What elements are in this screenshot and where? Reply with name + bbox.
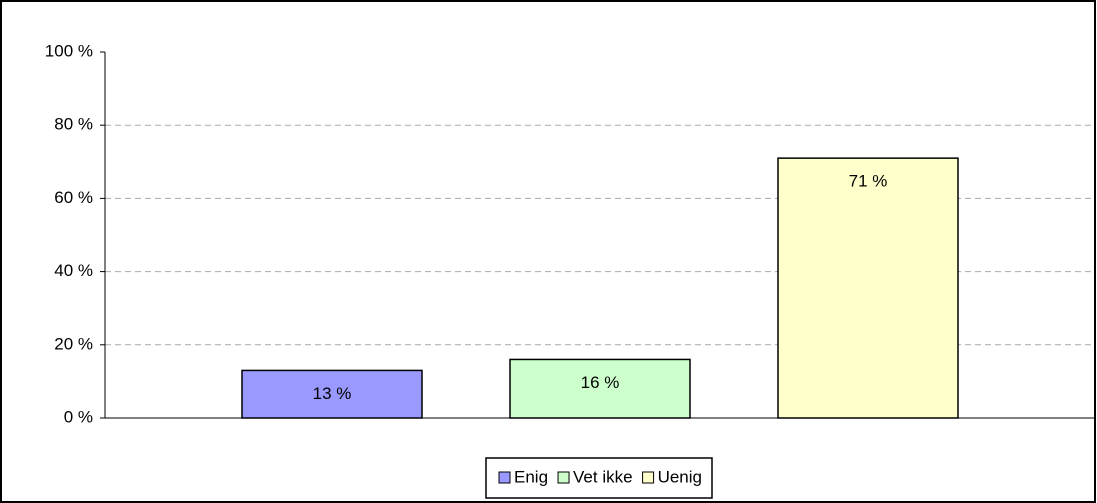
y-tick-label: 20 % [54,334,93,353]
bar [241,369,423,419]
y-tick-label: 80 % [54,115,93,134]
legend: Enig Vet ikke Uenig [485,457,713,499]
legend-swatch [642,471,655,484]
legend-box [485,457,713,499]
legend-label: Vet ikke [573,467,633,486]
y-tick-label: 60 % [54,188,93,207]
value-label: 16 % [581,373,620,392]
value-label: 13 % [313,384,352,403]
y-tick-label: 0 % [64,407,93,426]
legend-swatch [498,471,511,484]
y-tick-label: 40 % [54,261,93,280]
bar [509,358,691,419]
legend-swatch [557,471,570,484]
bar [777,157,959,419]
value-label: 71 % [849,172,888,191]
y-tick-label: 100 % [45,41,93,60]
legend-label: Uenig [658,467,702,486]
legend-label: Enig [514,467,548,486]
